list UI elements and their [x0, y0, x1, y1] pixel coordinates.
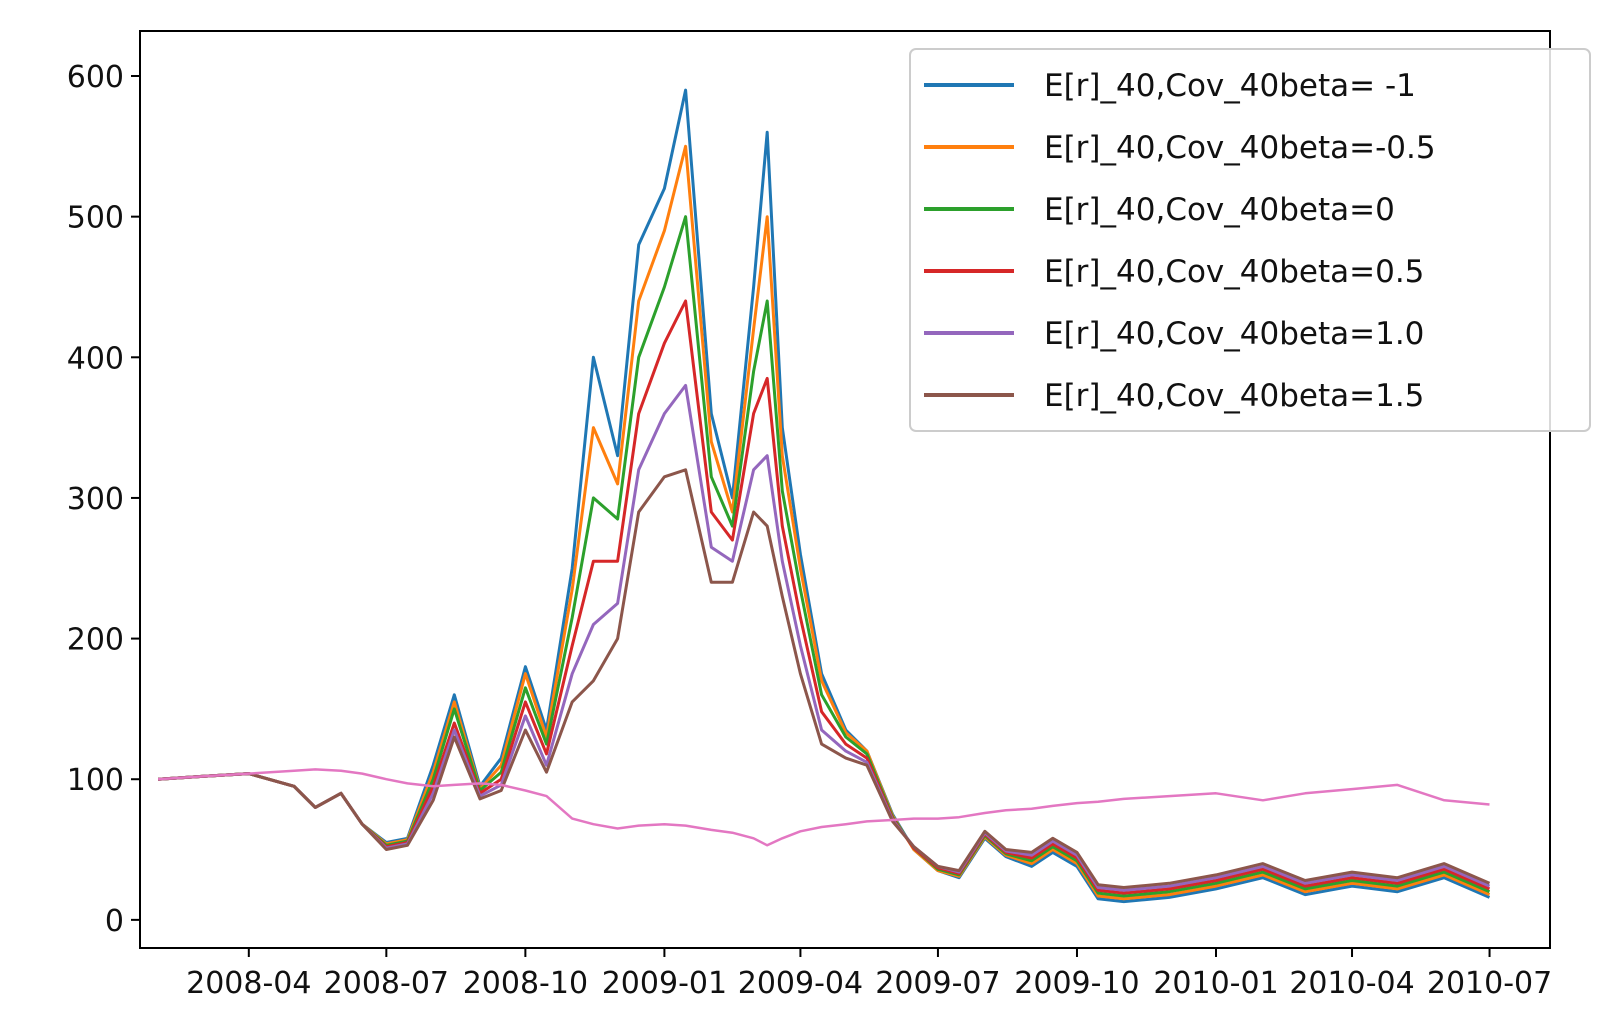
legend-label: E[r]_40,Cov_40beta= -1: [1044, 68, 1416, 104]
legend-label: E[r]_40,Cov_40beta=0: [1044, 192, 1395, 228]
series-line-6: [158, 468, 1491, 889]
y-tick-label: 100: [67, 763, 124, 798]
plot-frame: [139, 30, 1551, 949]
x-axis: 2008-04 2008-07 2008-10 2009-01 2009-04 2009-…: [186, 948, 1552, 1001]
y-tick-label: 400: [67, 341, 124, 376]
x-tick-label: 2008-10: [463, 966, 588, 1001]
x-tick-label: 2010-07: [1427, 966, 1552, 1001]
x-tick-label: 2010-01: [1153, 966, 1278, 1001]
y-tick-label: 0: [105, 904, 124, 939]
legend-label: E[r]_40,Cov_40beta=1.0: [1044, 316, 1424, 352]
legend-label: E[r]_40,Cov_40beta=0.5: [1044, 254, 1424, 290]
legend-box: [909, 48, 1591, 432]
x-tick-label: 2009-01: [602, 966, 727, 1001]
x-tick-label: 2009-07: [875, 966, 1000, 1001]
y-tick-label: 200: [67, 623, 124, 658]
y-axis: 0 100 200 300 400 500 600: [67, 60, 140, 939]
x-tick-label: 2009-04: [738, 966, 863, 1001]
y-tick-label: 300: [67, 482, 124, 517]
series-line-7: [158, 768, 1490, 847]
x-tick-label: 2009-10: [1014, 966, 1139, 1001]
legend-label: E[r]_40,Cov_40beta=1.5: [1044, 378, 1424, 414]
y-tick-label: 600: [67, 60, 124, 95]
x-tick-label: 2008-04: [186, 966, 311, 1001]
y-tick-label: 500: [67, 201, 124, 236]
legend: E[r]_40,Cov_40beta= -1 E[r]_40,Cov_40beta…: [909, 48, 1591, 432]
x-tick-label: 2008-07: [324, 966, 449, 1001]
series-layer: [158, 88, 1491, 904]
x-tick-label: 2010-04: [1289, 966, 1414, 1001]
legend-label: E[r]_40,Cov_40beta=-0.5: [1044, 130, 1436, 166]
